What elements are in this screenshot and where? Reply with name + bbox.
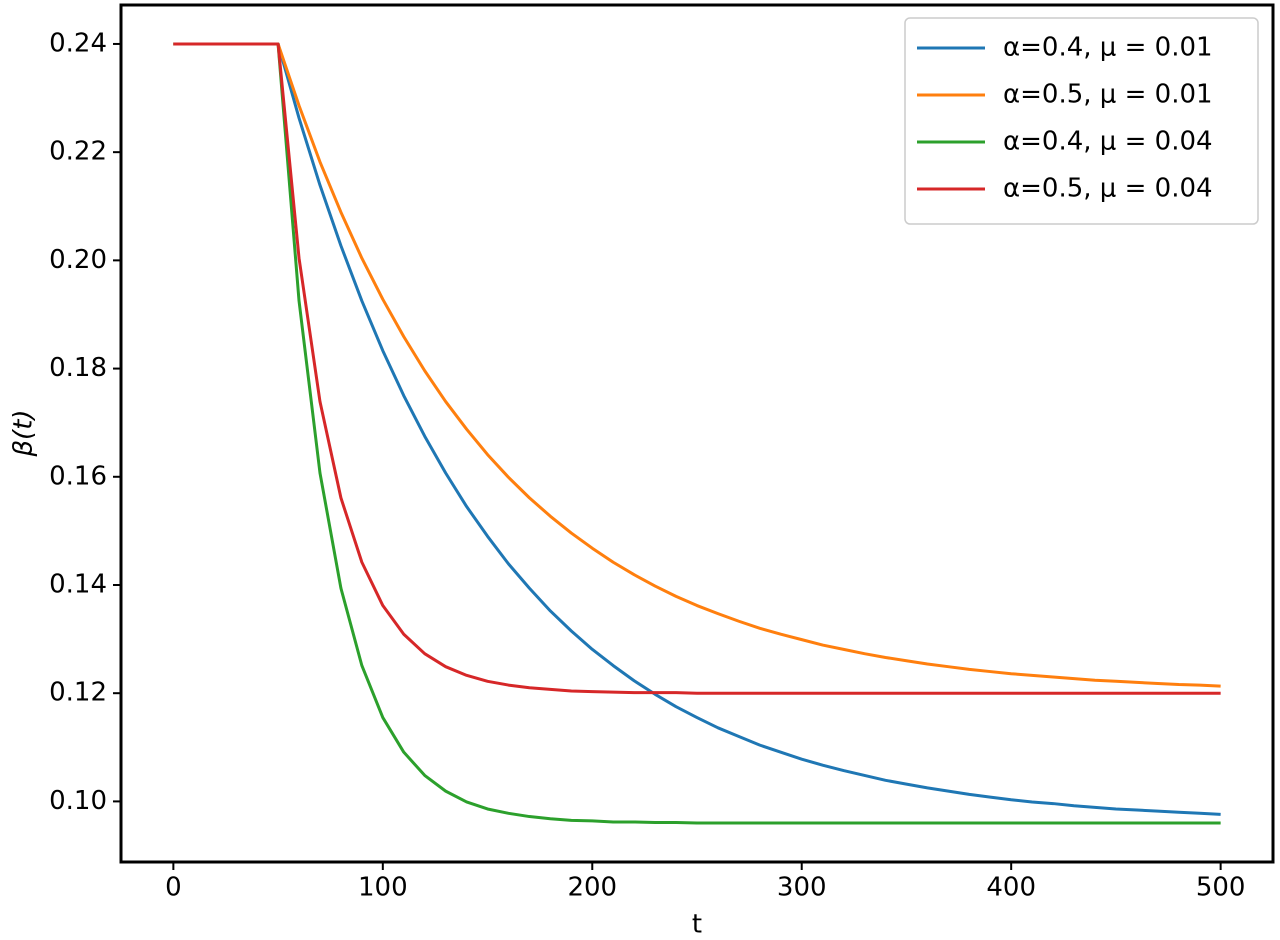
x-tick-label: 100 xyxy=(358,873,408,903)
x-tick-label: 500 xyxy=(1196,873,1246,903)
series-line xyxy=(173,42,1221,695)
y-tick-label: 0.24 xyxy=(49,28,107,58)
series-line xyxy=(173,42,1221,816)
legend-label: α=0.4, μ = 0.01 xyxy=(1003,33,1213,63)
y-tick-label: 0.10 xyxy=(49,786,107,816)
series-line xyxy=(173,42,1221,825)
y-tick-label: 0.20 xyxy=(49,245,107,275)
plot-frame xyxy=(119,3,1275,864)
legend-label: α=0.5, μ = 0.04 xyxy=(1003,174,1213,204)
legend-box xyxy=(904,17,1259,225)
y-tick-label: 0.18 xyxy=(49,353,107,383)
y-tick-label: 0.22 xyxy=(49,137,107,167)
y-axis-label: β(t) xyxy=(9,409,39,457)
x-tick-label: 400 xyxy=(986,873,1036,903)
y-tick-label: 0.16 xyxy=(49,461,107,491)
legend-label: α=0.4, μ = 0.04 xyxy=(1003,127,1213,157)
x-tick-label: 300 xyxy=(777,873,827,903)
x-tick-label: 0 xyxy=(165,873,182,903)
y-tick-label: 0.12 xyxy=(49,678,107,708)
y-tick-label: 0.14 xyxy=(49,569,107,599)
legend-label: α=0.5, μ = 0.01 xyxy=(1003,80,1213,110)
series-line xyxy=(173,42,1221,688)
x-axis-label: t xyxy=(692,910,702,940)
x-tick-label: 200 xyxy=(567,873,617,903)
